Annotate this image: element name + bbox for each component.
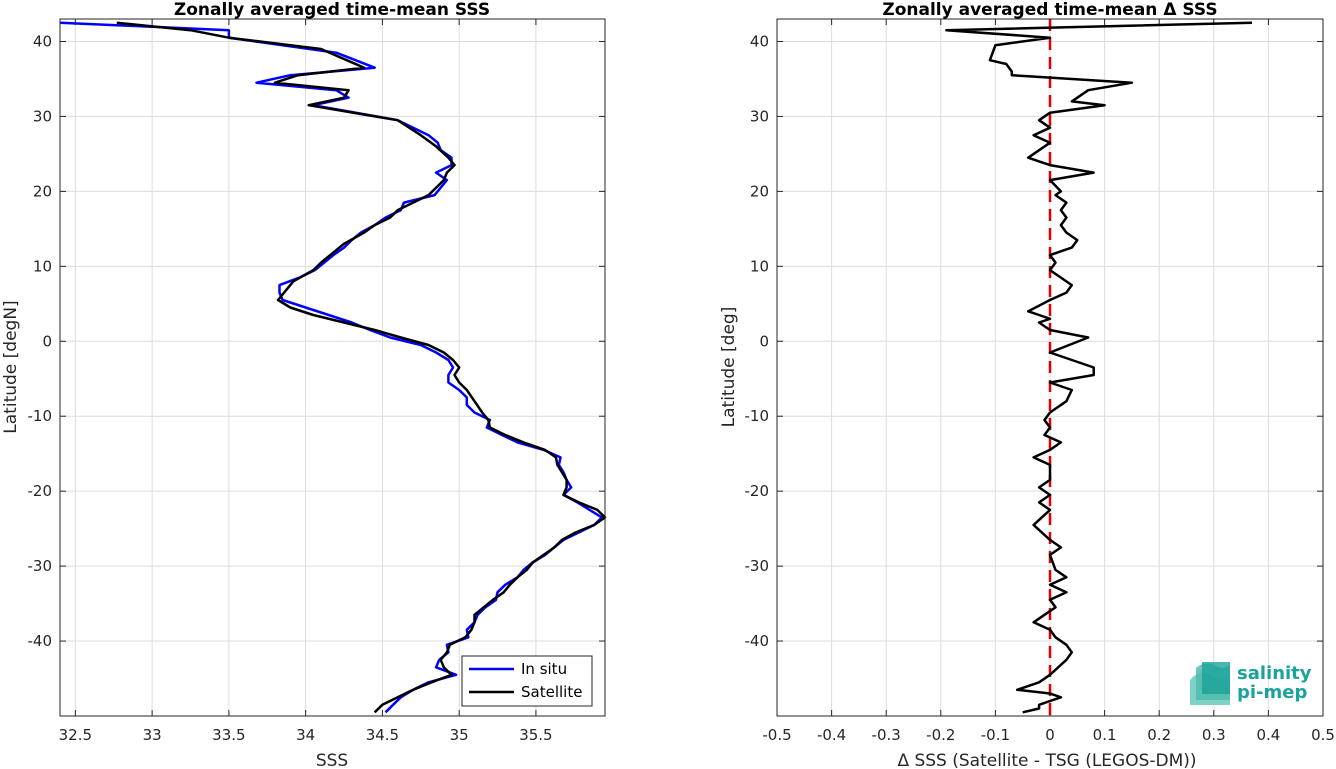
x-tick-label: -0.4 — [817, 726, 846, 744]
legend-entry-in-situ: In situ — [521, 660, 567, 678]
wave-logo-icon — [1190, 662, 1230, 705]
x-tick-label: 35.5 — [519, 726, 552, 744]
y-axis-label-left: Latitude [degN] — [1, 300, 21, 433]
ticks-right: -0.5 -0.4 -0.3 -0.2 -0.1 0 0.1 0.2 0.3 0.4 0.5 -40 -… — [745, 19, 1335, 744]
legend-box — [461, 655, 593, 707]
x-tick-label: 0.2 — [1147, 726, 1171, 744]
y-tick-label: -20 — [28, 482, 53, 500]
y-tick-label: -10 — [28, 407, 53, 425]
x-tick-label: -0.3 — [872, 726, 901, 744]
y-tick-label: -40 — [745, 632, 770, 650]
x-tick-label: 34 — [296, 726, 315, 744]
logo-text-salinity: salinity — [1237, 663, 1312, 684]
x-tick-label: 0.5 — [1311, 726, 1335, 744]
axes-frame-right — [776, 18, 1324, 717]
series-line-in-situ — [59, 21, 604, 714]
x-axis-label-left: SSS — [316, 751, 348, 769]
y-tick-label: -30 — [28, 557, 53, 575]
x-tick-label: -0.5 — [762, 726, 791, 744]
x-tick-label: -0.2 — [926, 726, 955, 744]
legend-entry-satellite: Satellite — [521, 683, 582, 701]
y-axis-label-right: Latitude [deg] — [719, 307, 739, 428]
salinity-pi-mep-logo: salinity pi-mep — [1190, 662, 1312, 705]
y-tick-label: -20 — [745, 482, 770, 500]
x-tick-label: 0 — [1045, 726, 1055, 744]
series-left — [59, 21, 607, 714]
x-tick-label: -0.1 — [981, 726, 1010, 744]
y-tick-label: -30 — [745, 557, 770, 575]
y-tick-label: 20 — [33, 182, 52, 200]
y-tick-label: 40 — [750, 32, 769, 50]
x-tick-label: 0.3 — [1202, 726, 1226, 744]
y-tick-label: 10 — [33, 257, 52, 275]
y-tick-label: 30 — [33, 107, 52, 125]
series-line-satellite — [116, 21, 607, 714]
series-right — [945, 21, 1253, 714]
grid-left — [60, 19, 605, 716]
x-tick-label: 32.5 — [59, 726, 92, 744]
x-tick-label: 33 — [143, 726, 162, 744]
axes-frame-left — [59, 18, 606, 717]
y-tick-label: 40 — [33, 32, 52, 50]
sss-profile-panel: Zonally averaged time-mean SSS 32.5 33 33.… — [1, 0, 607, 769]
y-tick-label: -40 — [28, 632, 53, 650]
x-tick-label: 34.5 — [366, 726, 399, 744]
ticks-left: 32.5 33 33.5 34 34.5 35 35.5 -40 -30 -20 -10 0 10 20 3… — [28, 19, 605, 744]
chart-title-left: Zonally averaged time-mean SSS — [174, 0, 490, 20]
y-tick-label: 0 — [759, 332, 769, 350]
x-tick-label: 0.4 — [1256, 726, 1280, 744]
legend: In situ Satellite — [461, 655, 593, 707]
series-line-delta — [945, 21, 1253, 714]
x-tick-label: 35 — [450, 726, 469, 744]
x-tick-label: 33.5 — [212, 726, 245, 744]
y-tick-label: 0 — [42, 332, 52, 350]
x-axis-label-right: Δ SSS (Satellite - TSG (LEGOS-DM)) — [897, 751, 1196, 769]
y-tick-label: -10 — [745, 407, 770, 425]
y-tick-label: 10 — [750, 257, 769, 275]
x-tick-label: 0.1 — [1093, 726, 1117, 744]
chart-title-right: Zonally averaged time-mean Δ SSS — [882, 0, 1217, 20]
delta-sss-profile-panel: Zonally averaged time-mean Δ SSS -0.5 -0.… — [719, 0, 1335, 769]
y-tick-label: 20 — [750, 182, 769, 200]
logo-text-pi-mep: pi-mep — [1237, 682, 1307, 703]
y-tick-label: 30 — [750, 107, 769, 125]
